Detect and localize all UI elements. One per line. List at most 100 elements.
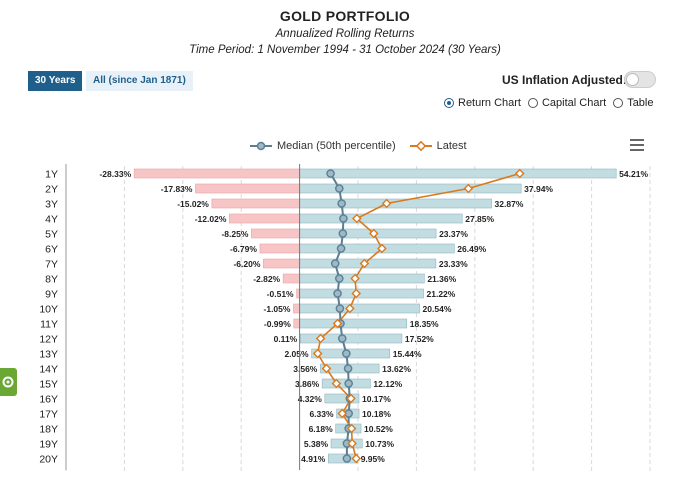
category-label: 9Y [45,289,58,301]
max-value-label: 17.52% [405,334,434,344]
median-point [339,214,348,223]
range-all-button[interactable]: All (since Jan 1871) [86,71,193,91]
latest-point [345,303,355,314]
category-label: 17Y [39,409,58,421]
positive-bar [299,183,522,194]
positive-bar [299,318,408,329]
settings-tab[interactable] [0,368,17,396]
negative-bar [263,258,300,269]
median-point [342,349,351,358]
category-label: 16Y [39,394,58,406]
min-value-label: -1.05% [264,304,291,314]
negative-bar [229,213,300,224]
category-label: 19Y [39,439,58,451]
category-label: 4Y [45,214,58,226]
positive-bar [299,273,425,284]
positive-bar [299,213,463,224]
radio-return-chart[interactable]: Return Chart [444,97,521,109]
latest-point [351,288,362,299]
time-period: Time Period: 1 November 1994 - 31 Octobe… [189,44,501,56]
category-label: 8Y [45,274,58,286]
median-marker-icon [250,141,272,151]
max-value-label: 12.12% [373,379,402,389]
positive-bar [299,243,455,254]
radio-capital-chart[interactable]: Capital Chart [527,97,607,109]
min-value-label: -2.82% [253,274,280,284]
chart-subtitle: Annualized Rolling Returns [275,28,415,40]
latest-point [315,333,326,344]
positive-bar [324,393,360,404]
latest-point [381,198,392,209]
chart-mode-selector: Return Chart Capital Chart Table [444,97,653,109]
radio-empty-icon [527,98,538,108]
category-label: 2Y [45,184,58,196]
negative-bar [211,198,300,209]
category-label: 14Y [39,364,58,376]
min-value-label: 4.32% [298,394,323,404]
max-value-label: 15.44% [393,349,422,359]
latest-point [312,348,323,359]
median-point [344,379,353,388]
min-value-label: 2.05% [284,349,309,359]
median-point [337,199,346,208]
radio-label: Capital Chart [541,97,607,109]
inflation-label: US Inflation Adjusted: [502,73,627,87]
latest-marker-icon [409,141,432,151]
max-value-label: 21.36% [427,274,456,284]
min-value-label: 6.18% [309,424,334,434]
max-value-label: 10.73% [365,439,394,449]
max-value-label: 20.54% [423,304,452,314]
latest-point [514,168,525,179]
positive-bar [311,348,391,359]
inflation-toggle[interactable] [624,71,656,88]
min-value-label: 0.11% [274,334,298,344]
median-point [330,259,340,268]
legend-item-latest[interactable]: Latest [409,140,467,152]
negative-bar [293,318,300,329]
min-value-label: -6.20% [233,259,260,269]
max-value-label: 37.94% [524,184,553,194]
latest-point [331,378,342,389]
legend-label-latest: Latest [436,140,467,152]
max-value-label: 23.37% [439,229,468,239]
min-value-label: -0.51% [267,289,294,299]
min-value-label: -15.02% [177,199,209,209]
category-label: 6Y [45,244,58,256]
min-value-label: 4.91% [301,454,326,464]
max-value-label: 18.35% [410,319,439,329]
legend-item-median[interactable]: Median (50th percentile) [250,140,396,152]
median-point [326,169,335,178]
max-value-label: 10.17% [362,394,391,404]
category-label: 3Y [45,199,58,211]
max-value-label: 10.52% [364,424,393,434]
positive-bar [299,228,437,239]
median-point [338,229,348,238]
radio-table[interactable]: Table [613,97,653,109]
median-point [342,454,352,463]
max-value-label: 23.33% [439,259,468,269]
chart-title: GOLD PORTFOLIO [279,8,411,24]
positive-bar [299,288,424,299]
hamburger-menu-icon[interactable] [630,139,644,154]
range-30-years-button[interactable]: 30 Years [28,71,83,91]
min-value-label: -28.33% [99,169,131,179]
max-value-label: 9.95% [361,454,386,464]
median-point [335,184,344,193]
category-label: 1Y [45,169,58,181]
latest-point [347,438,357,449]
latest-point [359,258,370,269]
radio-label: Return Chart [458,97,521,109]
max-value-label: 13.62% [382,364,411,374]
positive-bar [299,198,492,209]
min-value-label: -8.25% [221,229,248,239]
min-value-label: 6.33% [309,409,334,419]
category-label: 10Y [39,304,58,316]
median-point [343,364,353,373]
radio-label: Table [627,97,654,109]
negative-bar [293,303,300,314]
positive-bar [299,168,617,179]
max-value-label: 21.22% [427,289,456,299]
max-value-label: 32.87% [495,199,524,209]
positive-bar [299,333,403,344]
negative-bar [259,243,300,254]
